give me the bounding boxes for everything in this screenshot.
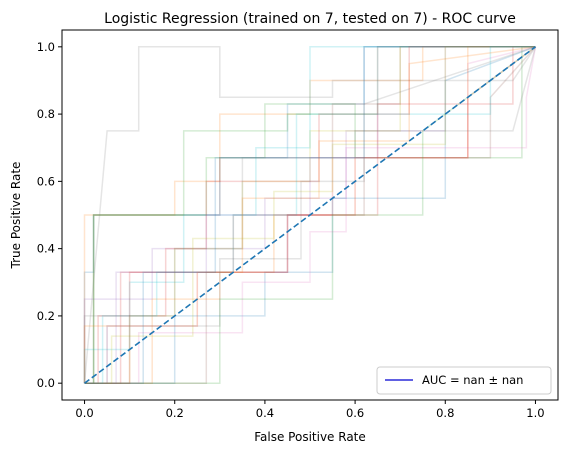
roc-curve-11 — [84, 46, 536, 384]
y-axis-label: True Positive Rate — [9, 162, 23, 270]
x-axis-label: False Positive Rate — [254, 430, 366, 444]
roc-curve-4 — [84, 46, 536, 384]
roc-curve-14 — [84, 46, 536, 384]
roc-curve-25 — [84, 46, 536, 384]
legend-label: AUC = nan ± nan — [422, 373, 523, 387]
roc-curve-18 — [83, 46, 537, 384]
legend: AUC = nan ± nan — [376, 366, 552, 395]
roc-curve-19 — [84, 46, 536, 384]
x-tick-label: 0.0 — [75, 406, 93, 420]
roc-curve-9 — [84, 46, 536, 384]
y-tick-label: 0.8 — [37, 107, 55, 121]
roc-curve-17 — [84, 46, 537, 384]
x-tick-label: 1.0 — [526, 406, 544, 420]
plot-frame — [61, 29, 559, 401]
roc-curve-16 — [84, 46, 537, 384]
y-tick-label: 0.6 — [37, 174, 55, 188]
y-tick-label: 0.4 — [37, 242, 55, 256]
roc-curve-21 — [84, 46, 536, 384]
roc-curve-10 — [83, 46, 536, 384]
roc-curve-22 — [83, 46, 536, 384]
chance-line-layer — [84, 46, 536, 384]
roc-curve-20 — [84, 46, 536, 384]
roc-curve-6 — [84, 46, 536, 384]
y-tick-label: 1.0 — [37, 40, 55, 54]
roc-curve-12 — [84, 46, 536, 384]
y-tick-label: 0.2 — [37, 309, 55, 323]
roc-curve-7 — [84, 46, 536, 384]
roc-curve-13 — [84, 46, 536, 384]
axis-ticks: 0.0 0.2 0.4 0.6 0.8 1.0 0.0 0.2 0.4 0.6 0.8 1.0 — [37, 40, 545, 420]
roc-curve-2 — [83, 46, 536, 384]
legend-box — [376, 366, 552, 395]
y-tick-label: 0.0 — [37, 376, 55, 390]
roc-curve-1 — [83, 46, 536, 384]
chance-diagonal-line — [84, 46, 536, 384]
x-tick-label: 0.8 — [436, 406, 454, 420]
chart-title: Logistic Regression (trained on 7, teste… — [104, 11, 516, 27]
roc-curve-3 — [84, 46, 536, 384]
roc-curve-5 — [83, 46, 536, 384]
roc-curve-8 — [83, 46, 537, 384]
x-tick-label: 0.4 — [256, 406, 274, 420]
roc-curve-24 — [84, 46, 536, 384]
roc-curve-23 — [84, 46, 536, 384]
x-tick-label: 0.6 — [346, 406, 364, 420]
roc-curve-15 — [84, 46, 536, 384]
x-tick-label: 0.2 — [166, 406, 184, 420]
roc-curves — [83, 46, 537, 384]
